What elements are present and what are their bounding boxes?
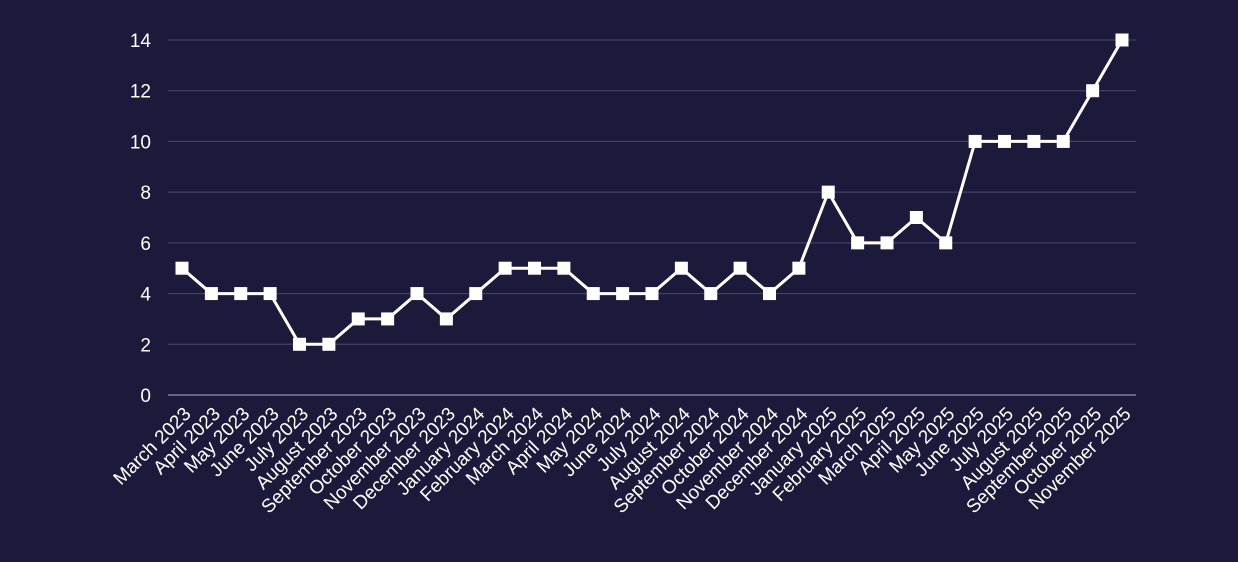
data-point: [1115, 33, 1129, 47]
data-point: [704, 287, 718, 301]
data-point: [439, 312, 453, 326]
data-point: [498, 261, 512, 275]
y-tick-label: 14: [130, 31, 152, 52]
data-point: [293, 337, 306, 351]
data-point: [469, 287, 483, 301]
data-point: [1086, 84, 1100, 98]
data-point: [733, 261, 747, 275]
data-point: [851, 236, 865, 250]
data-point: [909, 211, 923, 224]
data-point: [880, 236, 894, 250]
data-point: [557, 261, 571, 275]
data-point: [204, 287, 218, 301]
data-point: [821, 185, 835, 199]
data-point: [381, 312, 395, 326]
data-point: [175, 261, 189, 275]
data-point: [674, 261, 688, 275]
y-tick-label: 8: [140, 183, 151, 204]
data-point: [645, 287, 659, 301]
data-point: [968, 134, 982, 148]
data-point: [616, 287, 630, 301]
data-point: [528, 261, 541, 275]
y-tick-label: 2: [140, 335, 151, 356]
data-point: [1056, 134, 1070, 148]
grid-lines: [168, 39, 1136, 345]
data-point: [351, 312, 365, 326]
y-axis-tick-labels: 0 2 4 6 8 10 12 14: [130, 31, 152, 407]
data-point: [1027, 134, 1041, 148]
series-layer: [175, 33, 1129, 351]
data-point: [763, 287, 776, 301]
y-tick-label: 0: [140, 386, 151, 407]
data-point: [939, 236, 953, 250]
data-point: [586, 287, 600, 301]
data-point: [263, 287, 277, 301]
y-tick-label: 10: [130, 132, 151, 153]
data-point: [322, 337, 336, 351]
y-tick-label: 6: [140, 234, 151, 255]
data-point: [998, 134, 1011, 148]
y-tick-label: 12: [130, 82, 151, 103]
data-point: [792, 261, 806, 275]
data-point: [410, 287, 424, 301]
y-tick-label: 4: [140, 285, 151, 306]
data-point: [234, 287, 248, 301]
